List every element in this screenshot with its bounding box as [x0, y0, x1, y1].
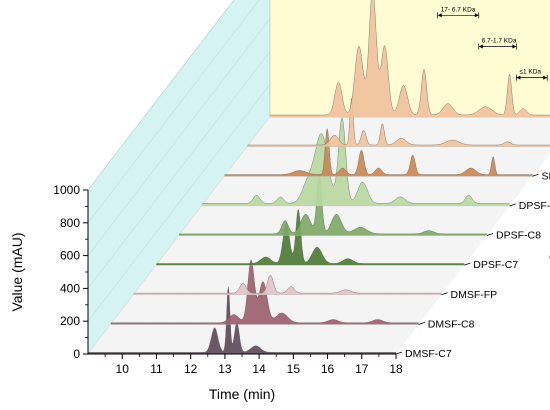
- z-tick: [395, 351, 403, 355]
- left-wall-gridline: [87, 18, 271, 256]
- y-tick-label: 1000: [53, 183, 80, 197]
- series-sf-fp: [270, 0, 550, 118]
- z-tick: [464, 262, 471, 266]
- series-dpsf-fp: [201, 116, 510, 207]
- x-tick-label: 16: [321, 362, 335, 376]
- mw-arrow-right: [474, 13, 479, 18]
- mw-arrow-right: [512, 44, 517, 49]
- series-area-fill: [270, 0, 550, 117]
- series-outline: [133, 274, 442, 294]
- series-outline: [201, 116, 510, 204]
- z-tick-label: DMSF-C7: [405, 348, 452, 360]
- series-layer: [88, 0, 550, 355]
- x-tick-label: 12: [184, 362, 198, 376]
- x-tick-label: 13: [218, 362, 232, 376]
- x-tick-label: 11: [150, 362, 163, 376]
- y-axis-title: Value (mAU): [9, 232, 25, 311]
- y-tick-label: 800: [60, 216, 80, 230]
- z-tick: [418, 321, 425, 325]
- mw-arrow-left: [516, 75, 521, 80]
- x-tick-label: 18: [389, 362, 403, 376]
- mw-range-label: 6.7-1.7 KDa: [482, 37, 517, 44]
- mw-arrow-left: [437, 13, 442, 18]
- y-tick-label: 0: [73, 347, 80, 361]
- z-tick: [486, 233, 494, 236]
- series-outline: [88, 286, 396, 353]
- z-tick-label: DPSF-C7: [473, 259, 518, 271]
- z-tick-label: DMSF-C8: [428, 318, 475, 330]
- y-tick-label: 600: [60, 249, 80, 263]
- x-tick-label: 10: [116, 362, 130, 376]
- y-tick-label: 200: [60, 314, 80, 328]
- series-area-fill: [133, 275, 442, 295]
- series-area-fill: [179, 174, 487, 236]
- mw-range-label: 17- 6.7 KDa: [441, 6, 476, 13]
- series-outline: [247, 98, 550, 146]
- x-axis-title: Time (min): [209, 386, 275, 402]
- left-wall-gridline: [87, 0, 260, 223]
- series-dpsf-c8: [179, 173, 487, 236]
- x-tick-label: 15: [287, 362, 301, 376]
- left-wall-gridline: [87, 0, 235, 191]
- x-tick-label: 14: [252, 362, 266, 376]
- series-outline: [156, 209, 465, 264]
- z-tick-label: DPSF-C8: [496, 230, 541, 242]
- z-tick-label: SF-C7: [542, 170, 550, 182]
- x-tick-label: 17: [355, 362, 369, 376]
- mw-arrow-left: [478, 44, 483, 49]
- mw-arrow-right: [543, 75, 548, 80]
- z-tick: [509, 203, 516, 207]
- y-tick-label: 400: [60, 281, 80, 295]
- z-tick: [441, 292, 448, 296]
- series-outline: [179, 173, 487, 235]
- left-wall-gridline: [87, 84, 271, 322]
- axes-layer: DMSF-C7 DMSF-C8 DMSF-FP DPSF-C7 DPSF-C8 DPSF-…: [9, 170, 550, 402]
- series-sf-c7: [224, 127, 533, 177]
- z-tick-label: DMSF-FP: [451, 289, 498, 301]
- mw-range-label: ≤1 KDa: [519, 69, 541, 76]
- series-outline: [224, 127, 533, 175]
- series-dmsf-fp: [133, 274, 442, 296]
- z-tick-label: DPSF-FP: [519, 200, 550, 212]
- z-tick: [532, 173, 539, 177]
- series-outline: [270, 0, 550, 116]
- series-sf-c8: [247, 98, 550, 147]
- left-wall-gridline: [87, 51, 271, 289]
- series-dpsf-c7: [156, 209, 465, 266]
- series-outline: [110, 259, 419, 323]
